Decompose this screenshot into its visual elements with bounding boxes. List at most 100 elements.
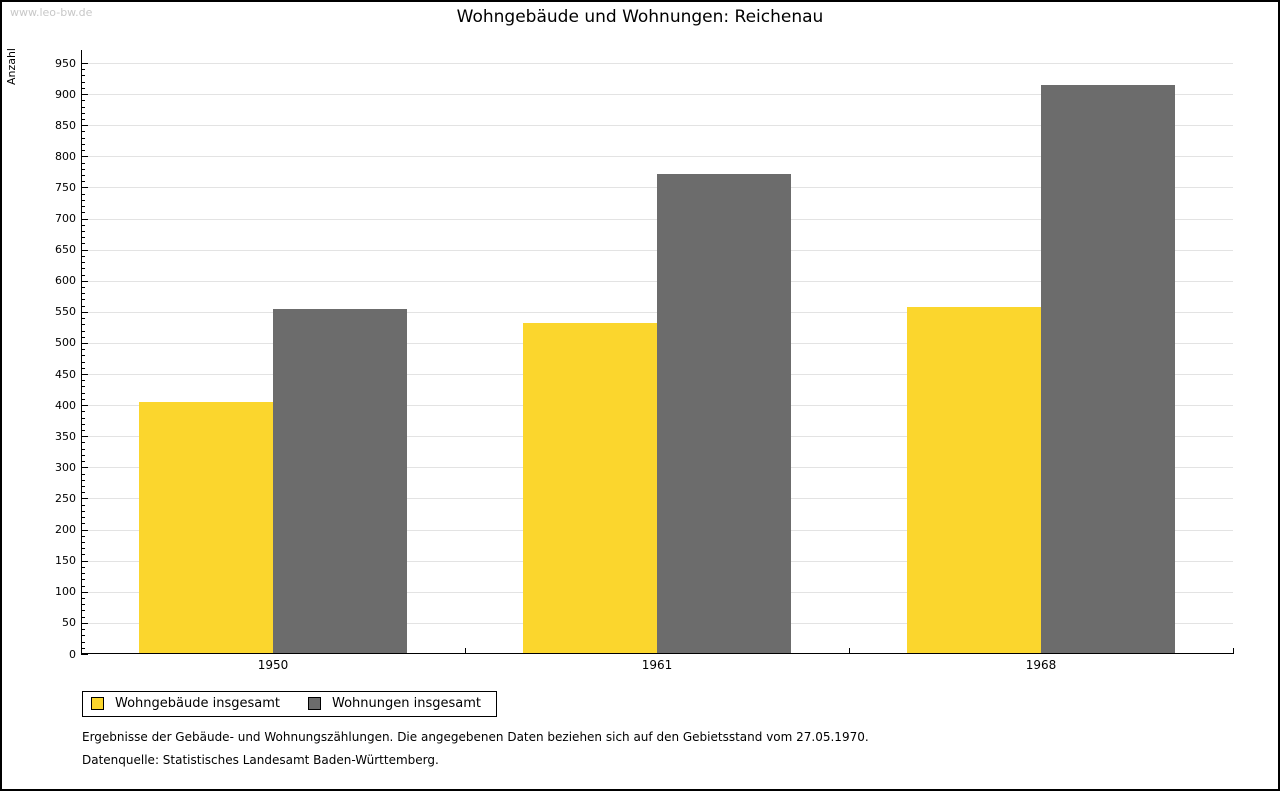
bar [522, 323, 657, 654]
y-tick-minor [81, 641, 85, 643]
y-tick-minor [81, 398, 85, 400]
y-tick-minor [81, 361, 85, 363]
y-tick-label: 550 [55, 305, 76, 319]
y-tick-minor [81, 237, 85, 239]
y-tick-label: 250 [55, 491, 76, 505]
legend: Wohngebäude insgesamt Wohnungen insgesam… [82, 691, 497, 717]
y-tick-minor [81, 523, 85, 525]
y-tick-minor [81, 604, 85, 606]
y-tick-minor [81, 635, 85, 637]
footnote: Ergebnisse der Gebäude- und Wohnungszähl… [82, 730, 869, 744]
y-tick-minor [81, 492, 85, 494]
y-tick-minor [81, 486, 85, 488]
y-tick-major [81, 94, 88, 96]
y-tick-major [81, 249, 88, 251]
y-tick-minor [81, 548, 85, 550]
x-axis-category-label: 1968 [1025, 658, 1057, 672]
gridline [82, 156, 1233, 158]
x-axis-line [81, 653, 1234, 654]
bar [906, 306, 1041, 654]
y-tick-major [81, 311, 88, 313]
y-tick-minor [81, 355, 85, 357]
y-tick-minor [81, 380, 85, 382]
y-tick-minor [81, 542, 85, 544]
y-tick-minor [81, 224, 85, 226]
bar [138, 402, 273, 654]
y-tick-major [81, 591, 88, 593]
y-tick-label: 300 [55, 460, 76, 474]
bar [273, 309, 408, 654]
x-axis-category-label: 1961 [641, 658, 673, 672]
y-tick-minor [81, 461, 85, 463]
y-tick-label: 350 [55, 429, 76, 443]
y-tick-minor [81, 193, 85, 195]
y-tick-major [81, 374, 88, 376]
y-tick-minor [81, 75, 85, 77]
y-tick-label: 500 [55, 336, 76, 350]
y-tick-minor [81, 349, 85, 351]
y-tick-minor [81, 647, 85, 649]
y-tick-minor [81, 454, 85, 456]
y-tick-label: 750 [55, 180, 76, 194]
y-tick-minor [81, 81, 85, 83]
y-tick-minor [81, 274, 85, 276]
y-tick-label: 900 [55, 87, 76, 101]
y-tick-minor [81, 131, 85, 133]
y-tick-major [81, 622, 88, 624]
chart-title: Wohngebäude und Wohnungen: Reichenau [456, 7, 824, 27]
legend-swatch-wohngebaeude [91, 697, 104, 710]
y-tick-minor [81, 100, 85, 102]
y-tick-minor [81, 554, 85, 556]
y-tick-label: 650 [55, 243, 76, 257]
y-tick-minor [81, 206, 85, 208]
y-tick-minor [81, 212, 85, 214]
y-tick-minor [81, 598, 85, 599]
y-tick-minor [81, 392, 85, 394]
y-tick-label: 850 [55, 118, 76, 132]
y-tick-minor [81, 230, 85, 232]
y-tick-minor [81, 367, 85, 369]
bar [1041, 84, 1176, 654]
y-tick-major [81, 467, 88, 469]
y-tick-major [81, 156, 88, 158]
plot-area: 0 50 100 150 200 250 300 350 400 450 500 550 600 650 7… [55, 57, 1234, 672]
y-tick-minor [81, 174, 85, 176]
y-tick-major [81, 560, 88, 562]
y-tick-minor [81, 87, 85, 89]
y-tick-major [81, 529, 88, 531]
watermark: www.leo-bw.de [10, 6, 93, 19]
y-tick-minor [81, 112, 85, 114]
y-axis-label: Anzahl [5, 48, 18, 86]
y-tick-minor [81, 324, 85, 326]
y-tick-label: 50 [62, 616, 76, 630]
y-tick-minor [81, 448, 85, 450]
y-tick-minor [81, 268, 85, 270]
y-tick-major [81, 187, 88, 189]
x-axis-category-label: 1950 [257, 658, 289, 672]
y-tick-minor [81, 411, 85, 413]
y-tick-major [81, 125, 88, 127]
y-tick-minor [81, 336, 85, 338]
y-tick-minor [81, 330, 85, 332]
y-tick-minor [81, 318, 85, 320]
gridline [82, 94, 1233, 96]
y-tick-minor [81, 118, 85, 120]
legend-label-wohnungen: Wohnungen insgesamt [332, 696, 481, 711]
y-tick-minor [81, 106, 85, 108]
y-tick-minor [81, 504, 85, 506]
data-source: Datenquelle: Statistisches Landesamt Bad… [82, 753, 439, 767]
y-tick-minor [81, 417, 85, 419]
y-axis-line [81, 50, 82, 654]
legend-swatch-wohnungen [308, 697, 321, 710]
y-tick-label: 200 [55, 523, 76, 537]
y-tick-minor [81, 573, 85, 575]
y-tick-minor [81, 305, 85, 307]
y-tick-minor [81, 517, 85, 519]
y-tick-label: 400 [55, 398, 76, 412]
y-tick-major [81, 436, 88, 438]
y-tick-major [81, 498, 88, 500]
y-tick-minor [81, 585, 85, 587]
x-tick [1233, 648, 1234, 654]
y-tick-minor [81, 255, 85, 257]
